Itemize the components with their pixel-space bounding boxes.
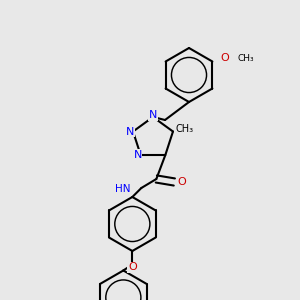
- Text: HN: HN: [115, 184, 131, 194]
- Text: CH₃: CH₃: [176, 124, 194, 134]
- Text: O: O: [178, 177, 186, 187]
- Text: N: N: [134, 150, 142, 160]
- Text: O: O: [220, 53, 229, 64]
- Text: CH₃: CH₃: [238, 54, 254, 63]
- Text: N: N: [126, 127, 134, 136]
- Text: N: N: [149, 110, 157, 121]
- Text: O: O: [128, 262, 137, 272]
